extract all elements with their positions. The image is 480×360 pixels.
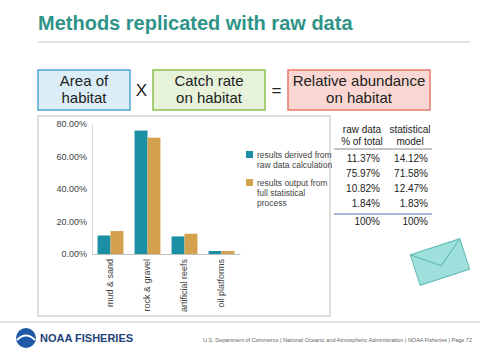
chart-frame xyxy=(38,116,330,316)
table-header: statistical xyxy=(389,124,430,135)
legend: results derived fromraw data calculation… xyxy=(246,150,332,208)
y-tick-label: 20.00% xyxy=(56,217,87,227)
logo-mark xyxy=(16,328,36,348)
table-header: model xyxy=(396,136,423,147)
bar xyxy=(98,236,111,254)
legend-swatch xyxy=(246,179,253,186)
table-cell: 12.47% xyxy=(394,183,428,194)
title-rule xyxy=(38,42,470,43)
y-tick: 0.00% xyxy=(61,249,92,259)
equation-text: Catch rate xyxy=(174,72,243,89)
x-tick-label: oil platforms xyxy=(216,259,226,308)
table-rule xyxy=(334,149,432,150)
envelope-icon xyxy=(410,239,469,286)
table-cell: 10.82% xyxy=(346,183,380,194)
table-cell: 11.37% xyxy=(347,153,380,164)
bar xyxy=(185,234,198,254)
legend-swatch xyxy=(246,151,253,158)
bars xyxy=(98,131,235,254)
y-tick: 20.00% xyxy=(56,217,92,227)
equation-text: habitat xyxy=(61,89,107,106)
footer-rule xyxy=(0,322,480,323)
envelope-body xyxy=(410,239,469,286)
equation-text: Relative abundance xyxy=(293,72,426,89)
table-cell: 100% xyxy=(354,216,380,227)
bar xyxy=(111,231,124,254)
bar xyxy=(148,138,161,254)
x-tick-label: artificial reefs xyxy=(179,259,189,313)
x-axis-line xyxy=(93,254,241,255)
table-cell: 71.58% xyxy=(394,168,428,179)
y-tick-label: 60.00% xyxy=(56,152,87,162)
y-axis-line xyxy=(92,125,93,255)
x-tick: mud & sand xyxy=(105,254,115,307)
equation-operator: = xyxy=(272,81,282,100)
equation-text: on habitat xyxy=(176,89,243,106)
y-axis: 0.00% 20.00% 40.00% 60.00% 80.00% xyxy=(56,119,92,259)
x-tick-label: mud & sand xyxy=(105,259,115,307)
logo-text: NOAA FISHERIES xyxy=(40,332,133,344)
equation-box xyxy=(153,70,265,110)
y-tick-label: 40.00% xyxy=(56,184,87,194)
table-cell: 1.83% xyxy=(400,198,428,209)
footer-text: U.S. Department of Commerce | National O… xyxy=(203,337,472,343)
x-tick-label: rock & gravel xyxy=(142,259,152,312)
y-tick: 60.00% xyxy=(56,152,92,162)
table-header: raw data xyxy=(343,124,382,135)
bar xyxy=(135,131,148,254)
x-tick: oil platforms xyxy=(216,254,226,308)
equation-text: Area of xyxy=(60,72,109,89)
equation-box xyxy=(288,70,430,110)
slide: Methods replicated with raw data Area ofh… xyxy=(0,0,480,360)
bar xyxy=(209,251,222,254)
equation-text: on habitat xyxy=(326,89,393,106)
envelope-flap xyxy=(410,239,466,274)
table-cell: 75.97% xyxy=(346,168,380,179)
equation-box xyxy=(38,70,130,110)
table-rule xyxy=(334,214,432,215)
legend-label: results output fromfull statisticalproce… xyxy=(257,178,327,208)
legend-label: results derived fromraw data calculation xyxy=(257,150,332,170)
x-axis: mud & sand rock & gravel artificial reefs o… xyxy=(93,254,241,312)
x-tick: rock & gravel xyxy=(142,254,152,312)
table-cell: 14.12% xyxy=(394,153,428,164)
y-tick: 40.00% xyxy=(56,184,92,194)
table-header: % of total xyxy=(341,136,383,147)
x-tick: artificial reefs xyxy=(179,254,189,312)
equation-operator: X xyxy=(136,81,147,100)
y-tick: 80.00% xyxy=(56,119,92,129)
table-cell: 1.84% xyxy=(352,198,380,209)
y-tick-label: 80.00% xyxy=(56,119,87,129)
slide-title: Methods replicated with raw data xyxy=(38,12,353,34)
table-cell: 100% xyxy=(402,216,428,227)
y-tick-label: 0.00% xyxy=(61,249,87,259)
bar xyxy=(222,251,235,254)
bar xyxy=(172,236,185,254)
logo-wave xyxy=(17,336,35,341)
